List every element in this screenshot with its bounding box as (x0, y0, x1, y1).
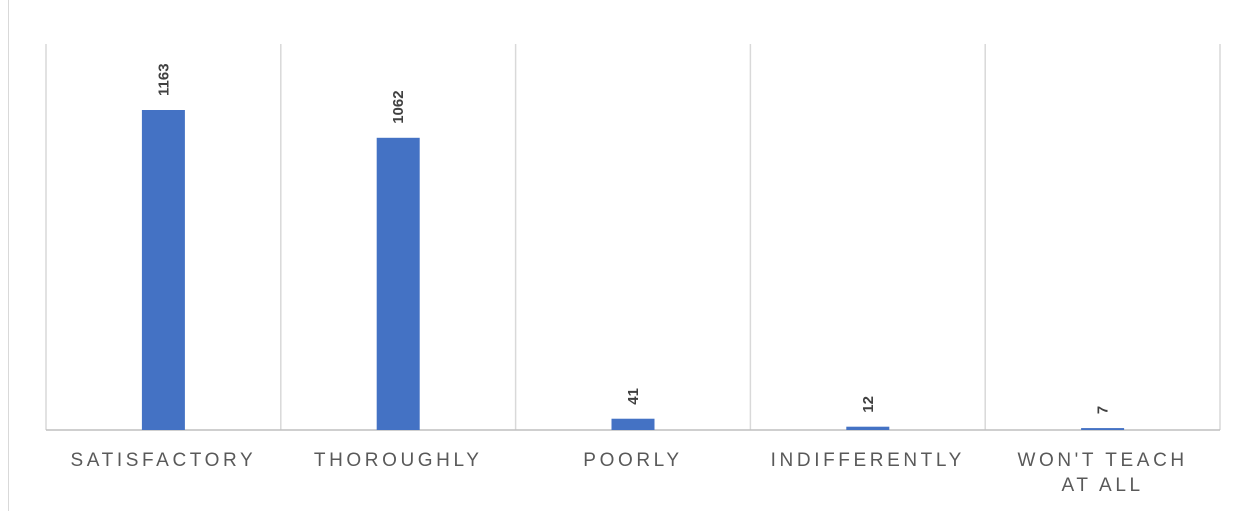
category-tick-label: INDIFFERENTLY (771, 450, 965, 471)
data-label: 1062 (390, 90, 407, 123)
data-label: 1163 (155, 63, 172, 96)
category-tick-label: THOROUGHLY (314, 450, 483, 471)
bar (141, 110, 185, 430)
category-tick-label: WON'T TEACH (1017, 450, 1187, 471)
category-tick-label: POORLY (583, 450, 682, 471)
chart-left-border (8, 0, 9, 511)
data-label: 12 (860, 396, 877, 413)
data-label: 7 (1095, 406, 1112, 414)
category-tick-label: SATISFACTORY (71, 450, 257, 471)
bar (376, 137, 420, 430)
bar (611, 418, 655, 430)
bar (846, 426, 890, 430)
category-tick-label: AT ALL (1062, 475, 1144, 496)
data-label: 41 (625, 388, 642, 405)
bar (1081, 428, 1125, 430)
